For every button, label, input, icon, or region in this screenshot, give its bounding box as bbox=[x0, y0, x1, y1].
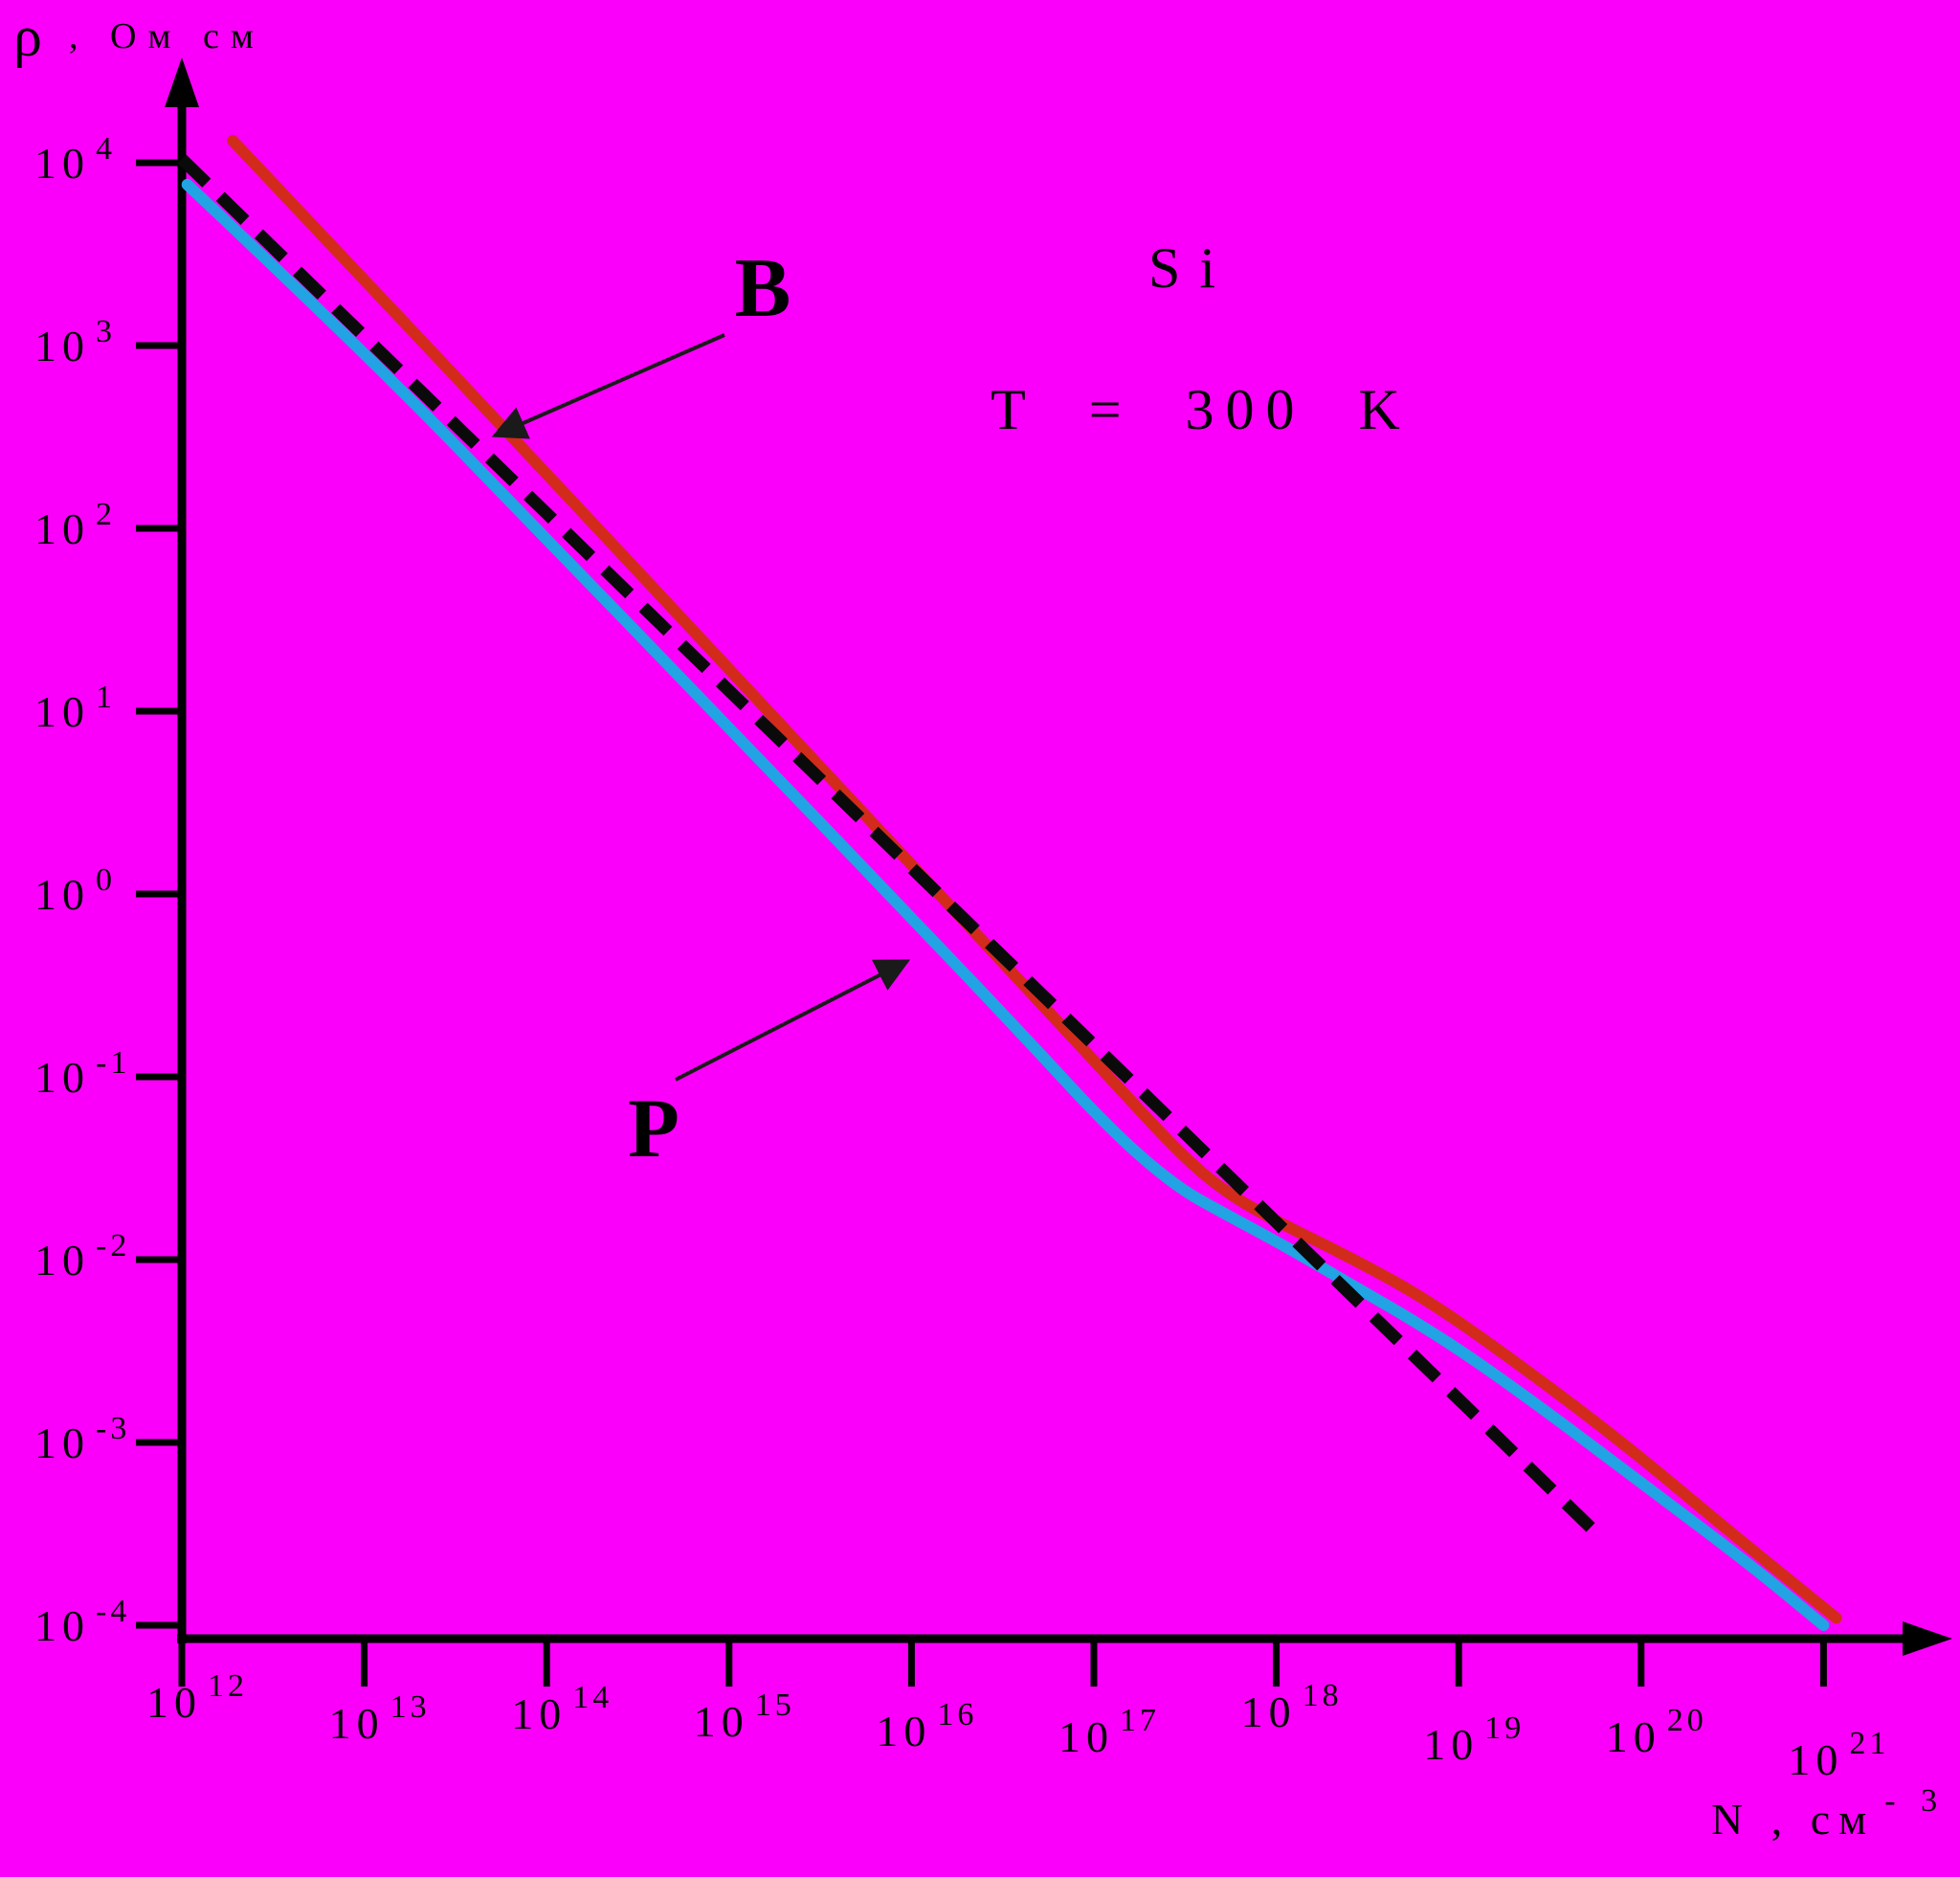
curve-reference bbox=[177, 154, 1606, 1542]
axes-layer bbox=[165, 57, 1952, 1656]
y-tick-label: 10 1 bbox=[34, 680, 116, 736]
phosphorus-label-arrow bbox=[675, 959, 911, 1082]
y-tick-label: 10 0 bbox=[34, 862, 116, 919]
x-tick-label: 10 12 bbox=[146, 1668, 248, 1727]
y-axis-title-symbol: ρ bbox=[13, 5, 42, 68]
x-axis-title-base: N , см bbox=[1711, 1795, 1875, 1843]
x-tick-label: 10 14 bbox=[511, 1680, 612, 1738]
x-tick-label: 10 18 bbox=[1241, 1678, 1343, 1736]
x-axis-arrowhead bbox=[1903, 1621, 1952, 1656]
y-tick-label: 10 -1 bbox=[34, 1045, 130, 1102]
chart-title-material: Si bbox=[1148, 236, 1235, 300]
y-axis-arrowhead bbox=[165, 57, 199, 107]
curve-B bbox=[227, 135, 1842, 1624]
chart-subtitle-temperature: T = 300 K bbox=[991, 378, 1412, 441]
x-tick-label: 10 19 bbox=[1423, 1710, 1525, 1769]
curve-P bbox=[181, 178, 1830, 1631]
y-tick-label: 10 -3 bbox=[34, 1411, 130, 1467]
y-tick-label: 10 2 bbox=[34, 497, 116, 553]
y-tick-label: 10 -4 bbox=[34, 1594, 130, 1650]
x-tick-label: 10 15 bbox=[694, 1687, 795, 1746]
y-tick-label: 10 3 bbox=[34, 314, 116, 370]
y-axis-title-units: , Ом см bbox=[69, 16, 265, 56]
x-axis-title-exponent: - 3 bbox=[1884, 1783, 1946, 1819]
x-tick-label: 10 13 bbox=[329, 1689, 431, 1748]
x-axis-title: N , см - 3 bbox=[1711, 1783, 1946, 1843]
y-tick-label: 10 -2 bbox=[34, 1228, 130, 1285]
annotation-arrows-layer bbox=[491, 333, 911, 1082]
curves-layer bbox=[177, 135, 1842, 1631]
y-tick-label: 10 4 bbox=[34, 131, 116, 188]
boron-label-arrow bbox=[491, 333, 725, 439]
series-label-boron: B bbox=[735, 242, 791, 335]
x-tick-label: 10 21 bbox=[1788, 1726, 1889, 1784]
series-label-phosphorus: P bbox=[628, 1083, 679, 1175]
x-tick-label: 10 20 bbox=[1606, 1703, 1707, 1761]
x-tick-label: 10 17 bbox=[1058, 1703, 1160, 1761]
x-tick-label: 10 16 bbox=[876, 1697, 977, 1755]
